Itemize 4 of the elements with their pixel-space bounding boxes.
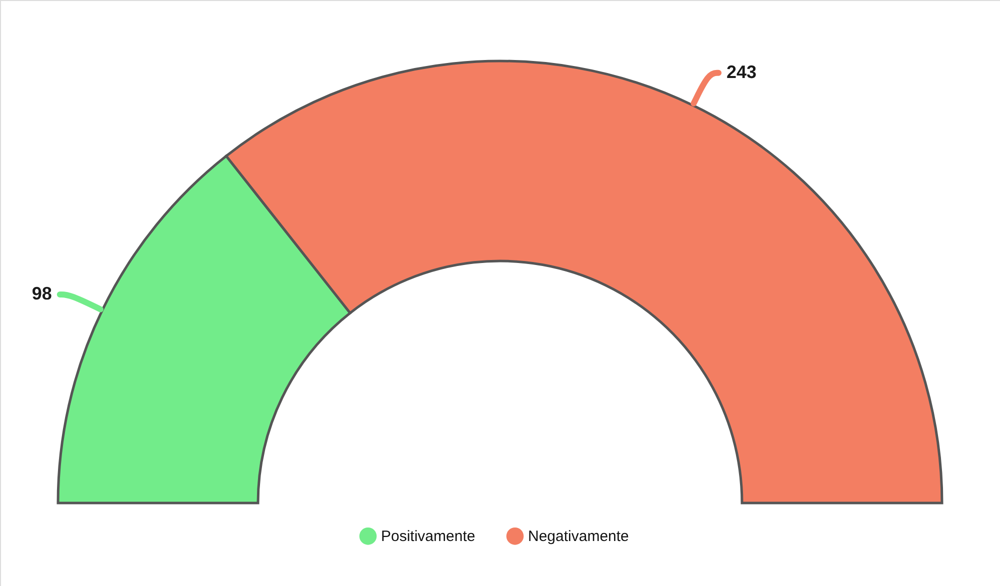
legend-label: Positivamente [381,528,476,546]
data-label: 243 [726,62,757,82]
data-label: 98 [32,283,52,304]
legend-label: Negativamente [528,528,629,546]
